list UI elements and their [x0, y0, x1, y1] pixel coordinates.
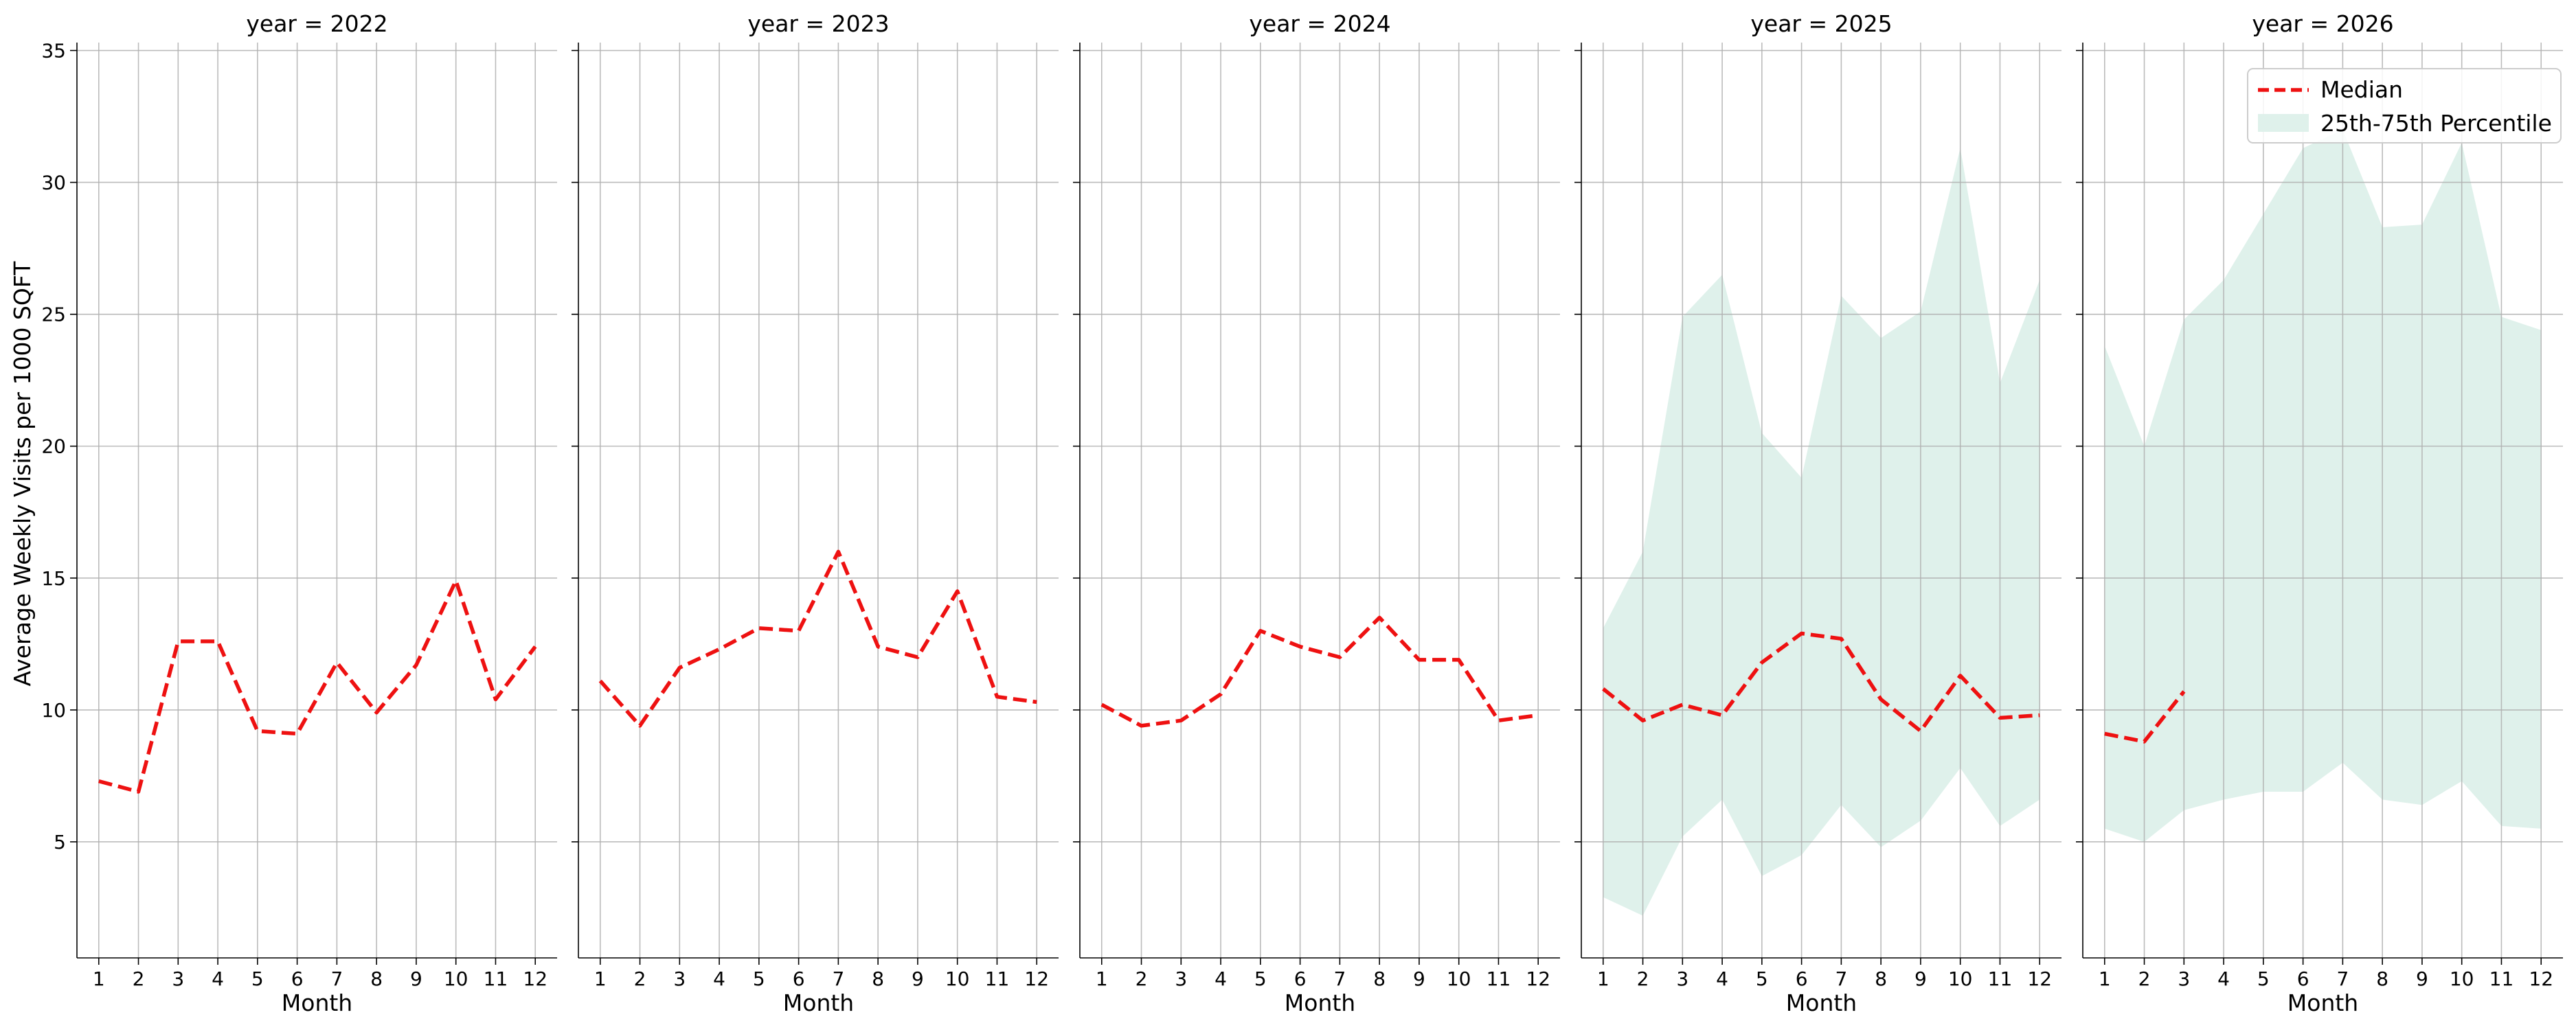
panel-title: year = 2022: [246, 10, 387, 37]
x-tick-label: 5: [251, 968, 264, 990]
legend: Median 25th-75th Percentile: [2247, 68, 2562, 144]
y-tick-label: 10: [41, 699, 66, 722]
y-tick-label: 15: [41, 567, 66, 590]
x-tick-label: 5: [1756, 968, 1768, 990]
x-tick-label: 12: [1526, 968, 1550, 990]
x-tick-label: 9: [1914, 968, 1927, 990]
x-tick-label: 5: [2257, 968, 2270, 990]
x-tick-label: 8: [872, 968, 884, 990]
x-tick-label: 5: [1254, 968, 1267, 990]
legend-band-label: 25th-75th Percentile: [2320, 110, 2552, 137]
x-tick-label: 6: [2297, 968, 2309, 990]
x-tick-label: 10: [1447, 968, 1471, 990]
x-tick-label: 3: [172, 968, 184, 990]
x-tick-label: 1: [2099, 968, 2111, 990]
x-tick-label: 10: [444, 968, 468, 990]
x-tick-label: 9: [1413, 968, 1425, 990]
legend-median-label: Median: [2320, 76, 2403, 103]
x-tick-label: 2: [634, 968, 646, 990]
y-tick-label: 25: [41, 304, 66, 326]
x-tick-label: 12: [2529, 968, 2553, 990]
x-tick-label: 6: [1796, 968, 1808, 990]
x-axis-label: Month: [282, 989, 352, 1016]
x-tick-label: 2: [1136, 968, 1148, 990]
x-tick-label: 10: [945, 968, 970, 990]
x-tick-label: 9: [2416, 968, 2428, 990]
x-tick-label: 5: [753, 968, 765, 990]
x-tick-label: 12: [523, 968, 547, 990]
legend-band-swatch: [2258, 114, 2309, 132]
median-line: [1602, 631, 2040, 733]
x-axis-label: Month: [1285, 989, 1355, 1016]
x-tick-label: 11: [1487, 968, 1511, 990]
x-tick-label: 3: [2178, 968, 2190, 990]
x-axis-label: Month: [1786, 989, 1857, 1016]
x-tick-label: 12: [1024, 968, 1049, 990]
panel-title: year = 2024: [1249, 10, 1390, 37]
x-tick-label: 8: [1373, 968, 1386, 990]
x-tick-label: 11: [2489, 968, 2514, 990]
x-tick-label: 1: [1597, 968, 1609, 990]
y-tick-label: 35: [41, 40, 66, 62]
x-tick-label: 2: [2138, 968, 2151, 990]
median-line: [2104, 690, 2186, 744]
x-tick-label: 6: [793, 968, 805, 990]
x-tick-label: 7: [1835, 968, 1847, 990]
x-tick-label: 4: [1716, 968, 1728, 990]
x-tick-label: 8: [1875, 968, 1887, 990]
x-tick-label: 8: [2376, 968, 2388, 990]
median-line: [98, 578, 537, 794]
x-tick-label: 1: [594, 968, 607, 990]
x-tick-label: 10: [2450, 968, 2474, 990]
x-tick-label: 7: [330, 968, 343, 990]
x-tick-label: 9: [912, 968, 924, 990]
x-tick-label: 1: [93, 968, 105, 990]
x-tick-label: 3: [1175, 968, 1187, 990]
x-tick-label: 9: [410, 968, 422, 990]
median-line: [598, 549, 1037, 728]
x-tick-label: 2: [133, 968, 145, 990]
x-tick-label: 11: [985, 968, 1010, 990]
x-tick-label: 7: [832, 968, 844, 990]
median-line: [1100, 615, 1539, 728]
x-tick-label: 11: [1988, 968, 2013, 990]
x-axis-label: Month: [2287, 989, 2358, 1016]
x-tick-label: 4: [713, 968, 725, 990]
x-tick-label: 6: [1294, 968, 1307, 990]
x-tick-label: 8: [370, 968, 383, 990]
x-tick-label: 1: [1096, 968, 1108, 990]
x-tick-label: 12: [2027, 968, 2052, 990]
x-tick-label: 7: [1333, 968, 1346, 990]
y-axis-label: Average Weekly Visits per 1000 SQFT: [9, 261, 36, 687]
x-tick-label: 10: [1948, 968, 1973, 990]
y-tick-label: 30: [41, 172, 66, 194]
x-tick-label: 6: [291, 968, 304, 990]
x-tick-label: 3: [1676, 968, 1688, 990]
panel-title: year = 2023: [747, 10, 889, 37]
x-tick-label: 4: [212, 968, 224, 990]
x-tick-label: 2: [1637, 968, 1649, 990]
x-tick-label: 3: [673, 968, 686, 990]
x-axis-label: Month: [783, 989, 854, 1016]
panel-title: year = 2026: [2252, 10, 2393, 37]
x-tick-label: 4: [2217, 968, 2230, 990]
percentile-band: [1603, 148, 2040, 916]
panel-title: year = 2025: [1750, 10, 1892, 37]
x-tick-label: 7: [2336, 968, 2349, 990]
legend-frame: [2247, 68, 2562, 144]
y-tick-label: 5: [54, 831, 66, 854]
x-tick-label: 4: [1214, 968, 1227, 990]
x-tick-label: 11: [484, 968, 508, 990]
y-tick-label: 20: [41, 435, 66, 458]
percentile-band: [2104, 129, 2542, 842]
